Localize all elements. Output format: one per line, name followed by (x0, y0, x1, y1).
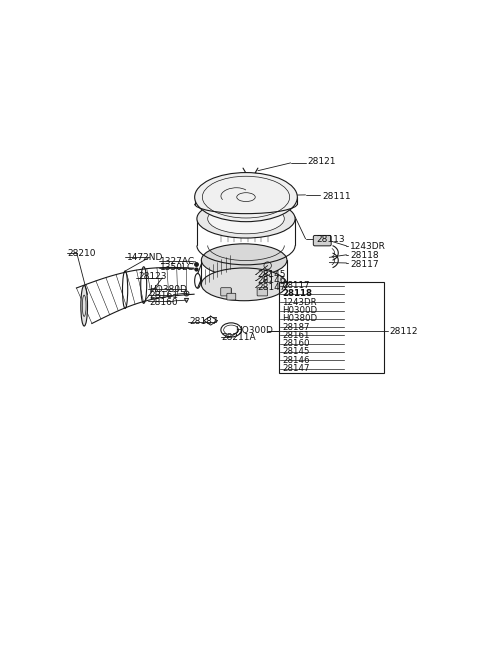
Text: 28118: 28118 (282, 290, 312, 298)
Text: 28146: 28146 (282, 356, 310, 365)
Ellipse shape (197, 199, 295, 238)
Text: 28145: 28145 (282, 348, 310, 357)
Text: HO380D: HO380D (149, 284, 187, 294)
Text: 28146: 28146 (257, 276, 286, 285)
Text: 28147: 28147 (257, 283, 286, 292)
Text: 28111: 28111 (322, 191, 351, 200)
Text: 28160: 28160 (282, 339, 310, 348)
FancyBboxPatch shape (221, 288, 231, 296)
Text: 28147: 28147 (282, 364, 310, 373)
Text: 28113: 28113 (317, 235, 345, 244)
Text: 28123: 28123 (138, 272, 167, 281)
Text: 28145: 28145 (257, 269, 286, 279)
Text: 28187: 28187 (282, 323, 310, 332)
Text: 28121: 28121 (307, 157, 336, 166)
Ellipse shape (195, 173, 297, 221)
Text: 2B161: 2B161 (149, 291, 178, 300)
Ellipse shape (81, 285, 87, 326)
Text: 28160: 28160 (149, 298, 178, 307)
Text: 28118: 28118 (350, 251, 379, 260)
Text: 28210: 28210 (67, 249, 96, 258)
Ellipse shape (208, 204, 284, 234)
Text: 1472ND: 1472ND (127, 253, 163, 262)
Ellipse shape (202, 268, 287, 301)
Text: 1350LC: 1350LC (160, 263, 195, 272)
Bar (279, 282, 384, 373)
Ellipse shape (202, 244, 287, 277)
Text: 1327AC: 1327AC (160, 257, 195, 265)
Text: 28117: 28117 (350, 260, 379, 269)
Text: 28112: 28112 (389, 327, 418, 336)
Text: 1243DR: 1243DR (282, 298, 317, 307)
Text: 1243DR: 1243DR (350, 242, 386, 252)
FancyBboxPatch shape (257, 288, 267, 296)
Text: H0300D: H0300D (282, 306, 318, 315)
Text: HO300D: HO300D (235, 326, 273, 335)
Text: H0380D: H0380D (282, 314, 318, 323)
Text: 28187: 28187 (190, 317, 218, 327)
FancyBboxPatch shape (313, 235, 331, 246)
Text: 28211A: 28211A (222, 333, 256, 342)
Text: 28161: 28161 (282, 331, 310, 340)
Text: 28117: 28117 (282, 281, 310, 290)
FancyBboxPatch shape (227, 293, 236, 300)
